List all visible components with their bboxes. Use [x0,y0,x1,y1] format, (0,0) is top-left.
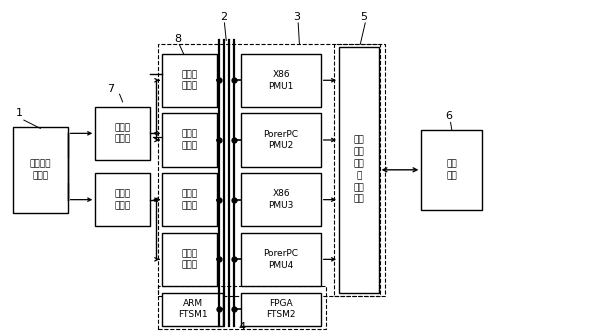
Bar [241,114,321,166]
Bar [422,130,482,209]
Text: 7: 7 [108,84,114,94]
Text: 1: 1 [16,109,23,119]
Bar [163,114,217,166]
Bar [13,127,68,213]
Text: PorerPC
PMU2: PorerPC PMU2 [263,130,299,151]
Text: FPGA
FTSM2: FPGA FTSM2 [266,299,296,319]
Text: 以太网
适配器: 以太网 适配器 [181,70,198,91]
Text: X86
PMU3: X86 PMU3 [268,189,294,210]
Text: 8: 8 [174,34,181,44]
Text: 3: 3 [293,12,301,22]
Text: 以太网
侦听器: 以太网 侦听器 [114,123,131,144]
Bar [158,44,381,296]
Bar [339,47,379,292]
Bar [163,233,217,286]
Text: 2: 2 [220,12,227,22]
Text: 冗余安全
通信网: 冗余安全 通信网 [29,160,51,180]
Text: 以太网
适配器: 以太网 适配器 [181,249,198,270]
Bar [95,107,150,160]
Bar [241,233,321,286]
Text: 6: 6 [445,112,453,122]
Bar [241,292,321,326]
Text: 4: 4 [238,322,246,332]
Text: 外部
设备
输入
与
输出
端口: 外部 设备 输入 与 输出 端口 [354,136,364,204]
Text: 外部
设备: 外部 设备 [447,160,457,180]
Text: X86
PMU1: X86 PMU1 [268,70,294,91]
Bar [158,286,326,329]
Bar [241,173,321,226]
Text: 以太网
适配器: 以太网 适配器 [181,130,198,151]
Bar [95,173,150,226]
Bar [334,44,385,296]
Text: 以太网
适配器: 以太网 适配器 [181,189,198,210]
Bar [241,54,321,107]
Text: 以太网
侦听器: 以太网 侦听器 [114,189,131,210]
Text: PorerPC
PMU4: PorerPC PMU4 [263,249,299,270]
Text: ARM
FTSM1: ARM FTSM1 [178,299,208,319]
Bar [163,173,217,226]
Text: 5: 5 [360,12,367,22]
Bar [163,292,223,326]
Bar [163,54,217,107]
